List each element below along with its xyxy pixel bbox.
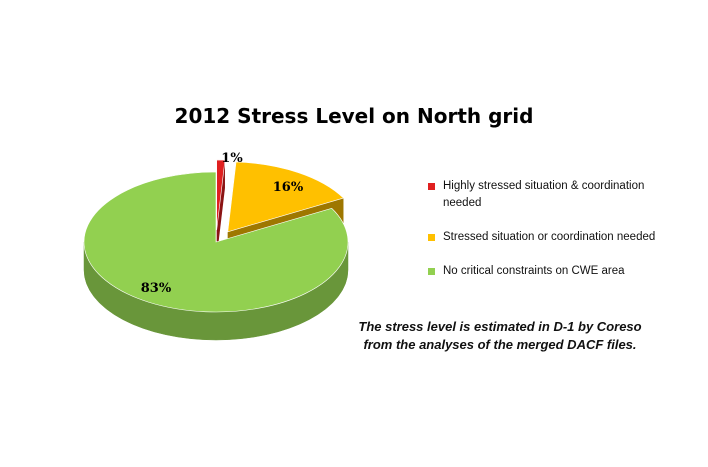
legend-label-stressed: Stressed situation or coordination neede…	[443, 231, 656, 243]
legend-item-no-constraints: No critical constraints on CWE area	[428, 263, 658, 280]
data-label-3: 83%	[141, 281, 172, 296]
legend-swatch-no-constraints	[428, 268, 435, 275]
pie-slice-top	[216, 159, 226, 230]
pie-slice-top	[83, 171, 349, 313]
pie-slice-1	[216, 159, 226, 258]
pie-slice-cut-face	[216, 160, 225, 258]
pie-slice-top	[227, 161, 345, 233]
legend-swatch-stressed	[428, 234, 435, 241]
pie-slice-3	[83, 171, 349, 341]
chart-note-line-1: The stress level is estimated in D-1 by …	[358, 319, 642, 334]
chart-title: 2012 Stress Level on North grid	[174, 104, 534, 128]
chart-note: The stress level is estimated in D-1 by …	[330, 318, 670, 354]
legend: Highly stressed situation & coordination…	[428, 178, 658, 297]
legend-item-highly-stressed: Highly stressed situation & coordination…	[428, 178, 658, 212]
legend-swatch-highly-stressed	[428, 183, 435, 190]
legend-item-stressed: Stressed situation or coordination neede…	[428, 229, 658, 246]
data-label-1: 1%	[221, 151, 243, 166]
legend-label-highly-stressed: Highly stressed situation & coordination…	[443, 180, 645, 209]
chart-note-line-2: from the analyses of the merged DACF fil…	[363, 337, 637, 352]
legend-label-no-constraints: No critical constraints on CWE area	[443, 265, 625, 277]
data-label-2: 16%	[273, 180, 304, 195]
